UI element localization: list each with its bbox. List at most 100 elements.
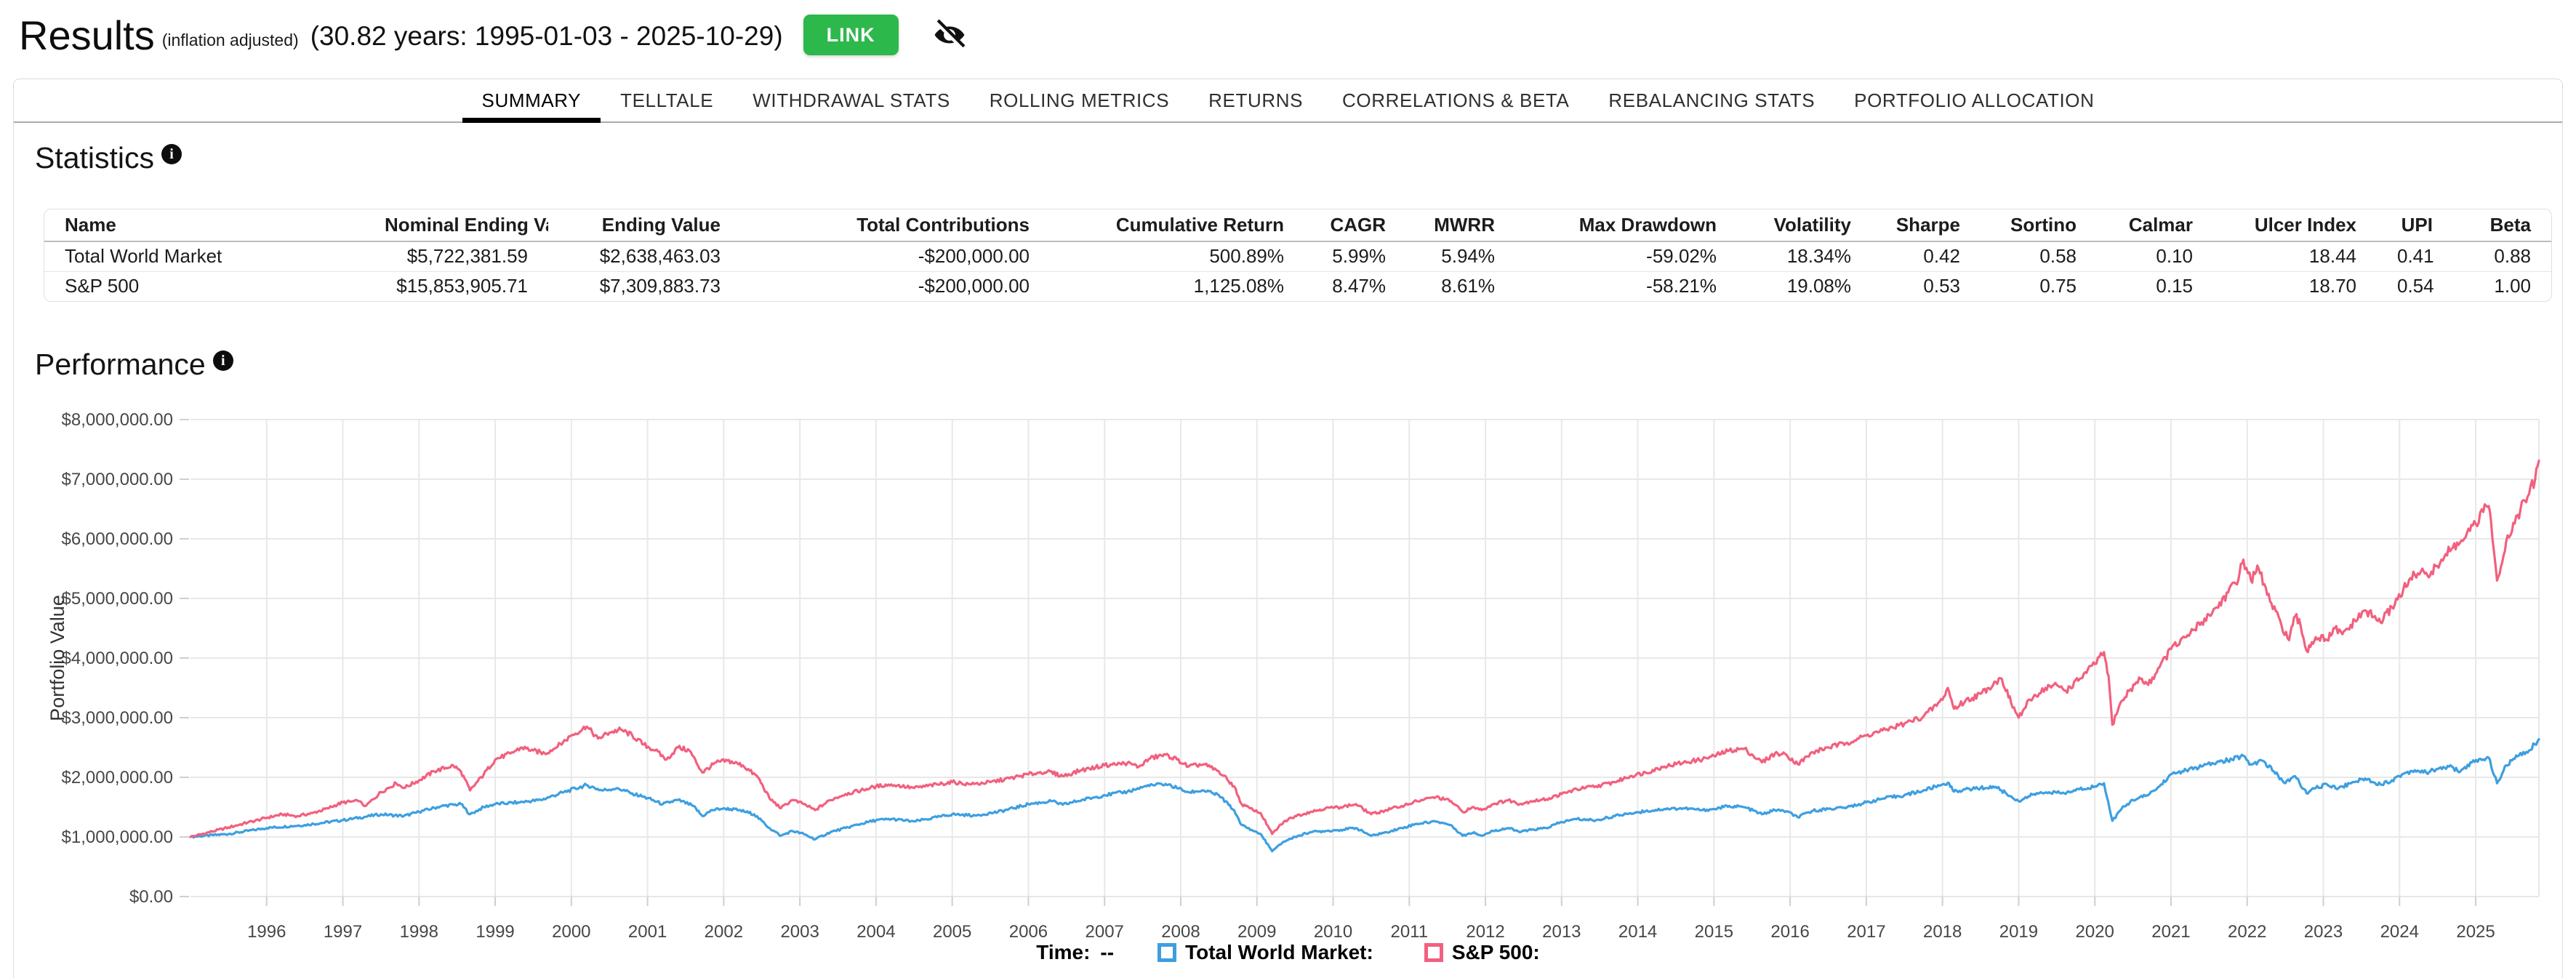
performance-heading-label: Performance bbox=[35, 348, 206, 382]
tab-correlations-beta[interactable]: CORRELATIONS & BETA bbox=[1323, 79, 1589, 121]
legend-item-total-world-market[interactable]: Total World Market: bbox=[1157, 941, 1373, 964]
y-axis-label: $1,000,000.00 bbox=[62, 827, 173, 847]
legend-item-s-p-500[interactable]: S&P 500: bbox=[1424, 941, 1540, 964]
table-cell: -59.02% bbox=[1515, 241, 1737, 271]
x-axis-label: 2017 bbox=[1847, 922, 1885, 942]
x-axis-label: 2005 bbox=[933, 922, 971, 942]
table-header-cell: Beta bbox=[2453, 209, 2551, 241]
x-axis-label: 2024 bbox=[2380, 922, 2419, 942]
legend-swatch bbox=[1424, 943, 1443, 962]
table-cell: S&P 500 bbox=[44, 271, 364, 301]
table-cell: 19.08% bbox=[1737, 271, 1871, 301]
table-cell: 8.61% bbox=[1406, 271, 1515, 301]
table-cell: 18.70 bbox=[2213, 271, 2377, 301]
table-cell: $15,853,905.71 bbox=[364, 271, 548, 301]
x-axis-label: 2018 bbox=[1923, 922, 1962, 942]
x-axis-label: 2020 bbox=[2076, 922, 2114, 942]
info-icon[interactable]: i bbox=[161, 144, 182, 164]
table-cell: 0.41 bbox=[2377, 241, 2453, 271]
table-cell: 0.88 bbox=[2453, 241, 2551, 271]
table-cell: -58.21% bbox=[1515, 271, 1737, 301]
performance-chart[interactable]: $0.00 $1,000,000.00 $2,000,000.00 $3,000,00… bbox=[0, 393, 2576, 953]
table-cell: $7,309,883.73 bbox=[548, 271, 741, 301]
y-axis-label: $3,000,000.00 bbox=[62, 708, 173, 728]
x-axis-label: 2019 bbox=[1999, 922, 2038, 942]
info-icon[interactable]: i bbox=[213, 350, 233, 371]
x-axis-label: 1998 bbox=[400, 922, 438, 942]
series-line-total-world-market bbox=[190, 739, 2539, 851]
tab-summary[interactable]: SUMMARY bbox=[462, 79, 601, 121]
x-axis-label: 2008 bbox=[1161, 922, 1200, 942]
x-axis-label: 2025 bbox=[2456, 922, 2495, 942]
table-cell: 18.44 bbox=[2213, 241, 2377, 271]
y-axis-label: $0.00 bbox=[129, 887, 173, 907]
statistics-table: NameNominal Ending ValueEnding ValueTota… bbox=[44, 209, 2551, 301]
x-axis-label: 2013 bbox=[1542, 922, 1581, 942]
x-axis-label: 2022 bbox=[2228, 922, 2266, 942]
statistics-heading-label: Statistics bbox=[35, 141, 154, 175]
y-axis-label: $6,000,000.00 bbox=[62, 529, 173, 549]
performance-heading: Performance i bbox=[35, 348, 233, 382]
table-cell: $5,722,381.59 bbox=[364, 241, 548, 271]
table-header-cell: Cumulative Return bbox=[1050, 209, 1304, 241]
legend-time-value: -- bbox=[1100, 941, 1114, 964]
table-header-cell: Total Contributions bbox=[741, 209, 1050, 241]
page-title: Results bbox=[19, 12, 155, 59]
eye-off-icon[interactable] bbox=[931, 16, 968, 54]
x-axis-label: 2003 bbox=[780, 922, 819, 942]
x-axis-label: 1999 bbox=[476, 922, 514, 942]
legend-swatch bbox=[1157, 943, 1176, 962]
table-cell: $2,638,463.03 bbox=[548, 241, 741, 271]
table-header-cell: Nominal Ending Value bbox=[364, 209, 548, 241]
table-header-row: NameNominal Ending ValueEnding ValueTota… bbox=[44, 209, 2551, 241]
table-cell: -$200,000.00 bbox=[741, 271, 1050, 301]
y-axis-title: Portfolio Value bbox=[47, 595, 68, 721]
legend-label: Total World Market: bbox=[1185, 941, 1373, 964]
table-cell: -$200,000.00 bbox=[741, 241, 1050, 271]
table-cell: 500.89% bbox=[1050, 241, 1304, 271]
table-cell: 0.54 bbox=[2377, 271, 2453, 301]
tab-rebalancing-stats[interactable]: REBALANCING STATS bbox=[1589, 79, 1834, 121]
x-axis-label: 2021 bbox=[2151, 922, 2190, 942]
tab-returns[interactable]: RETURNS bbox=[1189, 79, 1323, 121]
statistics-table-card: NameNominal Ending ValueEnding ValueTota… bbox=[44, 209, 2552, 302]
x-axis-label: 1996 bbox=[247, 922, 286, 942]
link-button[interactable]: LINK bbox=[803, 15, 899, 55]
table-cell: 0.53 bbox=[1871, 271, 1981, 301]
table-cell: 0.15 bbox=[2097, 271, 2213, 301]
legend-time-label: Time: bbox=[1036, 941, 1090, 964]
x-axis-label: 2009 bbox=[1237, 922, 1276, 942]
x-axis-label: 2023 bbox=[2304, 922, 2343, 942]
x-axis-label: 2001 bbox=[628, 922, 667, 942]
x-axis-label: 2012 bbox=[1466, 922, 1504, 942]
table-header-cell: CAGR bbox=[1304, 209, 1406, 241]
table-cell: 1.00 bbox=[2453, 271, 2551, 301]
y-axis-label: $8,000,000.00 bbox=[62, 410, 173, 430]
table-cell: 5.99% bbox=[1304, 241, 1406, 271]
x-axis-label: 2002 bbox=[705, 922, 743, 942]
y-axis-label: $5,000,000.00 bbox=[62, 589, 173, 609]
table-cell: 18.34% bbox=[1737, 241, 1871, 271]
tab-bar: SUMMARYTELLTALEWITHDRAWAL STATSROLLING M… bbox=[14, 79, 2562, 123]
tab-telltale[interactable]: TELLTALE bbox=[601, 79, 733, 121]
y-axis-label: $2,000,000.00 bbox=[62, 768, 173, 787]
table-header-cell: Volatility bbox=[1737, 209, 1871, 241]
x-axis-label: 1997 bbox=[324, 922, 362, 942]
y-axis-label: $4,000,000.00 bbox=[62, 649, 173, 668]
tab-withdrawal-stats[interactable]: WITHDRAWAL STATS bbox=[733, 79, 970, 121]
table-header-cell: MWRR bbox=[1406, 209, 1515, 241]
table-cell: 0.75 bbox=[1981, 271, 2097, 301]
table-header-cell: Sharpe bbox=[1871, 209, 1981, 241]
tab-rolling-metrics[interactable]: ROLLING METRICS bbox=[970, 79, 1189, 121]
x-axis-label: 2007 bbox=[1086, 922, 1124, 942]
period-range: (30.82 years: 1995-01-03 - 2025-10-29) bbox=[310, 21, 783, 52]
tab-portfolio-allocation[interactable]: PORTFOLIO ALLOCATION bbox=[1834, 79, 2114, 121]
x-axis-label: 2015 bbox=[1695, 922, 1733, 942]
table-header-cell: UPI bbox=[2377, 209, 2453, 241]
table-cell: 8.47% bbox=[1304, 271, 1406, 301]
table-header-cell: Sortino bbox=[1981, 209, 2097, 241]
statistics-heading: Statistics i bbox=[35, 141, 182, 175]
table-cell: 0.42 bbox=[1871, 241, 1981, 271]
x-axis-label: 2004 bbox=[856, 922, 895, 942]
x-axis-label: 2000 bbox=[552, 922, 590, 942]
